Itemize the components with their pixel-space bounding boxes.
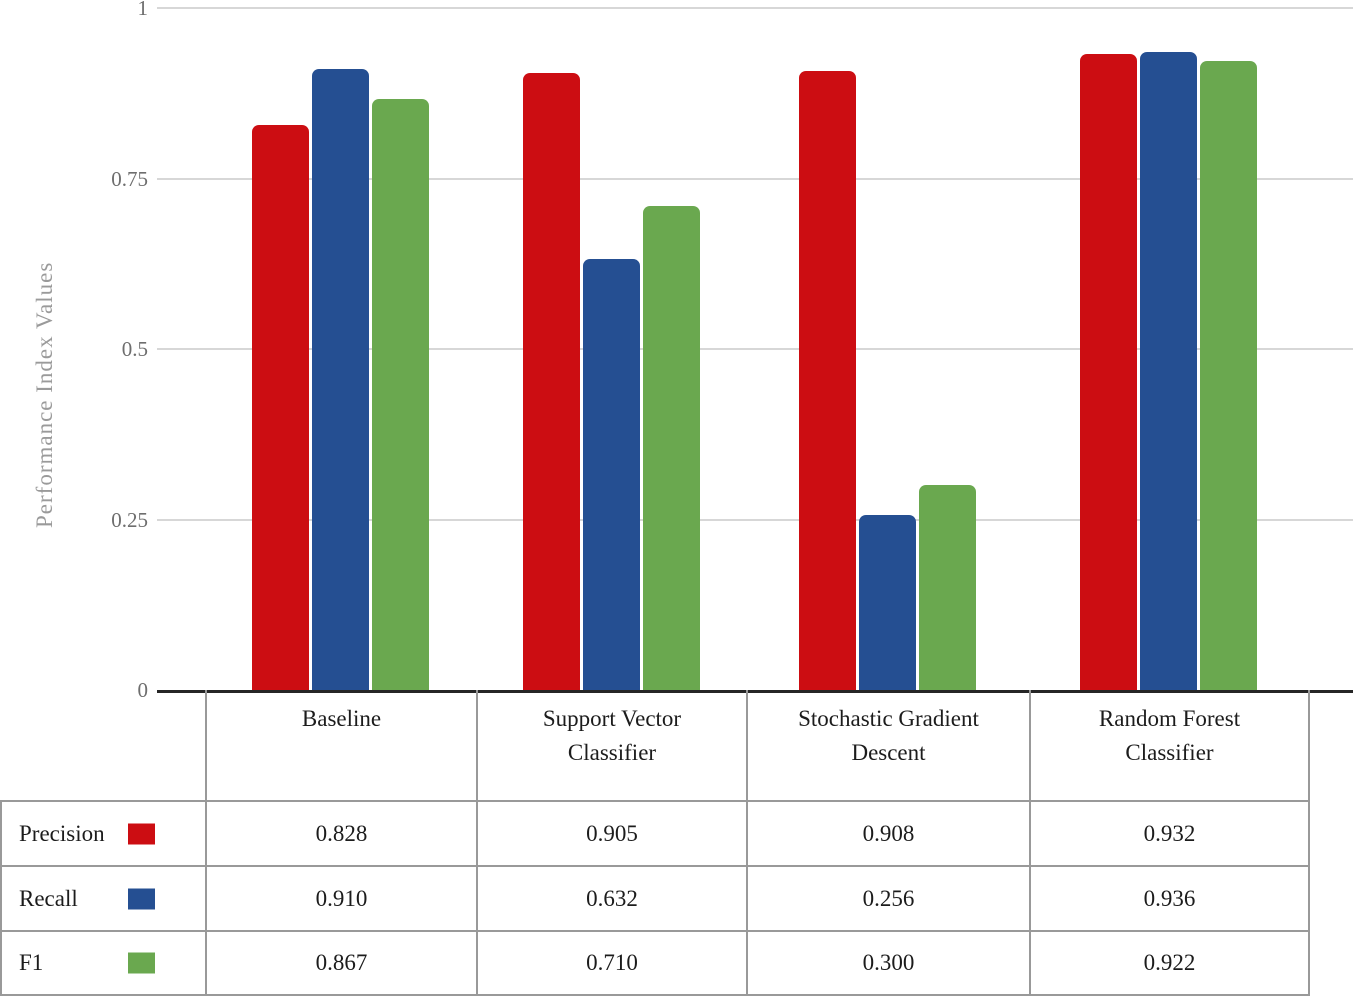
bar-f1-stochastic-gradient-descent — [919, 485, 976, 690]
table-header-row: Baseline Support Vector Classifier Stochas… — [1, 690, 1310, 802]
column-header-random-forest-classifier: Random Forest Classifier — [1029, 690, 1310, 802]
series-label-text: F1 — [19, 950, 44, 975]
legend-swatch-precision — [128, 823, 155, 844]
value-cell-f1-random-forest-classifier: 0.922 — [1029, 930, 1310, 996]
bar-precision-stochastic-gradient-descent — [799, 70, 856, 690]
gridline — [157, 7, 1353, 9]
bar-recall-baseline — [312, 69, 369, 690]
value-cell-recall-baseline: 0.910 — [205, 865, 478, 932]
gridline — [157, 518, 1353, 521]
value-cell-precision-support-vector-classifier: 0.905 — [476, 800, 748, 867]
value-cell-f1-stochastic-gradient-descent: 0.300 — [746, 930, 1031, 996]
bar-precision-support-vector-classifier — [522, 72, 580, 690]
column-header-support-vector-classifier: Support Vector Classifier — [476, 690, 748, 802]
table-row-recall: Recall 0.910 0.632 0.256 0.936 — [0, 865, 1310, 932]
series-label-precision: Precision — [0, 800, 207, 867]
y-tick-label: 0.75 — [111, 166, 148, 191]
bar-recall-random-forest-classifier — [1140, 51, 1197, 690]
column-header-baseline: Baseline — [205, 690, 478, 802]
value-cell-recall-support-vector-classifier: 0.632 — [476, 865, 748, 932]
bar-f1-support-vector-classifier — [642, 205, 700, 690]
table-header-spacer — [1, 690, 206, 801]
legend-swatch-recall — [128, 888, 155, 909]
gridline — [157, 177, 1353, 180]
series-label-text: Recall — [19, 885, 78, 911]
y-tick-label: 0.25 — [111, 507, 148, 532]
value-cell-f1-support-vector-classifier: 0.710 — [476, 930, 748, 996]
bar-recall-stochastic-gradient-descent — [859, 515, 916, 690]
bar-precision-baseline — [252, 125, 309, 690]
value-cell-recall-random-forest-classifier: 0.936 — [1029, 865, 1310, 932]
legend-swatch-f1 — [128, 952, 155, 974]
y-tick-label: 1 — [137, 0, 149, 20]
value-cell-f1-baseline: 0.867 — [205, 930, 478, 996]
value-cell-recall-stochastic-gradient-descent: 0.256 — [746, 865, 1031, 932]
value-cell-precision-random-forest-classifier: 0.932 — [1029, 800, 1310, 867]
table-row-precision: Precision 0.828 0.905 0.908 0.932 — [0, 800, 1310, 867]
value-cell-precision-stochastic-gradient-descent: 0.908 — [746, 800, 1031, 867]
gridline — [157, 348, 1353, 350]
series-label-f1: F1 — [0, 930, 207, 996]
bar-f1-baseline — [372, 98, 429, 690]
series-label-recall: Recall — [0, 865, 207, 932]
y-tick-label: 0 — [137, 678, 149, 702]
table-row-f1: F1 0.867 0.710 0.300 0.922 — [0, 930, 1310, 996]
series-label-text: Precision — [19, 820, 105, 846]
y-tick-label: 0.5 — [121, 337, 148, 361]
bar-recall-support-vector-classifier — [582, 258, 640, 690]
bar-precision-random-forest-classifier — [1080, 54, 1137, 690]
bar-f1-random-forest-classifier — [1200, 61, 1257, 690]
value-cell-precision-baseline: 0.828 — [205, 800, 478, 867]
column-header-stochastic-gradient-descent: Stochastic Gradient Descent — [746, 690, 1031, 802]
data-table: Baseline Support Vector Classifier Stochas… — [0, 690, 1310, 996]
y-axis-title: Performance Index Values — [32, 261, 57, 529]
